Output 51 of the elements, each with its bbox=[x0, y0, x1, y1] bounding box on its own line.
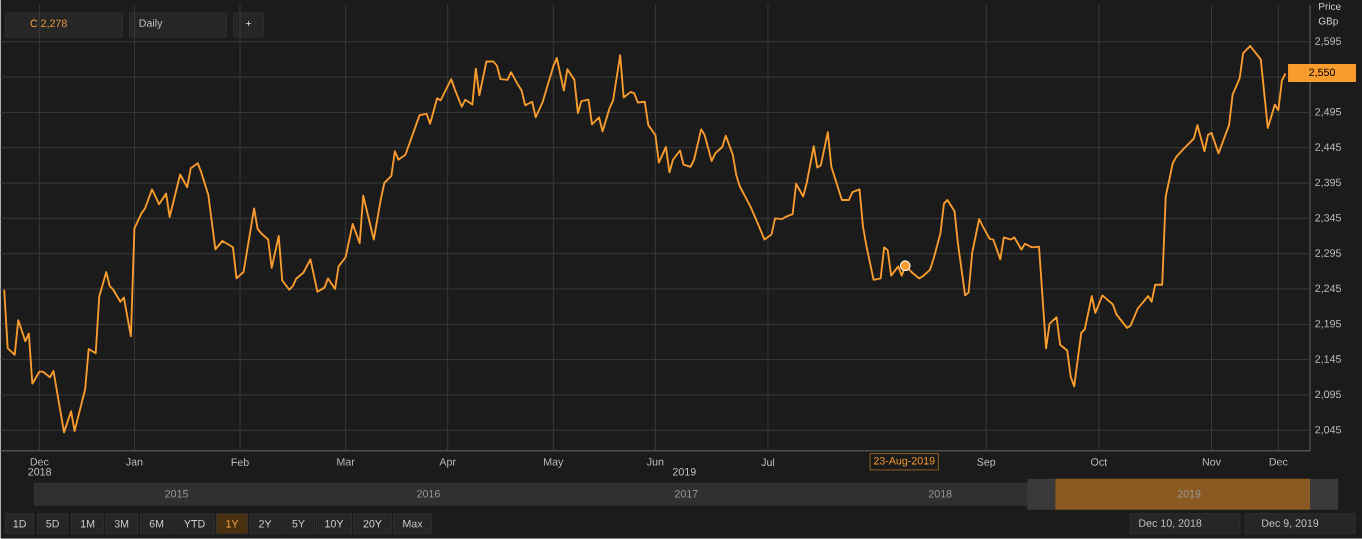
text: 5D bbox=[46, 520, 59, 528]
text: 2019 bbox=[673, 468, 696, 476]
text: 2017 bbox=[675, 490, 698, 498]
text: 5Y bbox=[292, 520, 305, 528]
y-tick-label: 2,295 bbox=[1315, 249, 1341, 259]
text: 10Y bbox=[325, 520, 344, 528]
annotation: 2,550 bbox=[1309, 68, 1335, 78]
annotation: + bbox=[245, 21, 252, 27]
text: 1Y bbox=[226, 520, 239, 528]
text: 6M bbox=[149, 520, 164, 528]
x-tick-label: Nov bbox=[1202, 458, 1221, 466]
y-tick-label: 2,445 bbox=[1315, 143, 1341, 153]
text: 2015 bbox=[165, 490, 188, 498]
x-tick-label: Feb bbox=[231, 458, 249, 467]
text: Dec 9, 2019 bbox=[1262, 519, 1319, 529]
x-tick-label: Oct bbox=[1091, 458, 1108, 466]
y-tick-label: 2,095 bbox=[1315, 390, 1341, 400]
text: 23-Aug-2019 bbox=[873, 457, 935, 467]
text: 20Y bbox=[363, 520, 382, 528]
annotation: C 2,278 bbox=[30, 19, 67, 29]
text: 1M bbox=[81, 520, 95, 528]
text: 2Y bbox=[259, 520, 272, 528]
text: 2016 bbox=[417, 490, 440, 498]
text: 2018 bbox=[928, 490, 952, 498]
y-tick-label: 2,345 bbox=[1315, 214, 1341, 223]
line-series bbox=[3, 45, 1287, 434]
y-tick-label: 2,595 bbox=[1315, 37, 1341, 47]
y-tick-label: 2,045 bbox=[1315, 426, 1341, 435]
x-tick-label: Dec bbox=[1269, 458, 1288, 466]
y-tick-label: 2,145 bbox=[1315, 355, 1341, 365]
x-tick-label: Apr bbox=[439, 458, 456, 468]
y-tick-label: 2,245 bbox=[1315, 284, 1341, 294]
text: Max bbox=[403, 520, 423, 528]
x-tick-label: Jun bbox=[646, 458, 664, 466]
x-tick-label: Jul bbox=[761, 458, 775, 467]
x-tick-label: Sep bbox=[977, 458, 996, 468]
x-tick-label: Dec bbox=[30, 458, 49, 466]
x-tick-label: Mar bbox=[337, 458, 355, 466]
x-tick-label: May bbox=[544, 458, 564, 468]
text: 2018 bbox=[28, 468, 52, 476]
y-axis-title: Price GBp bbox=[1318, 2, 1341, 27]
y-tick-label: 2,495 bbox=[1315, 108, 1341, 117]
text: 3M bbox=[114, 520, 129, 528]
text: Dec 10, 2018 bbox=[1139, 519, 1202, 529]
text: 1D bbox=[13, 520, 26, 528]
annotation: Daily bbox=[139, 19, 163, 30]
y-tick-label: 2,195 bbox=[1315, 320, 1341, 329]
x-tick-label: Jan bbox=[126, 458, 143, 466]
text: 2019 bbox=[1177, 490, 1201, 498]
y-tick-label: 2,395 bbox=[1315, 178, 1341, 188]
text: YTD bbox=[184, 520, 205, 528]
